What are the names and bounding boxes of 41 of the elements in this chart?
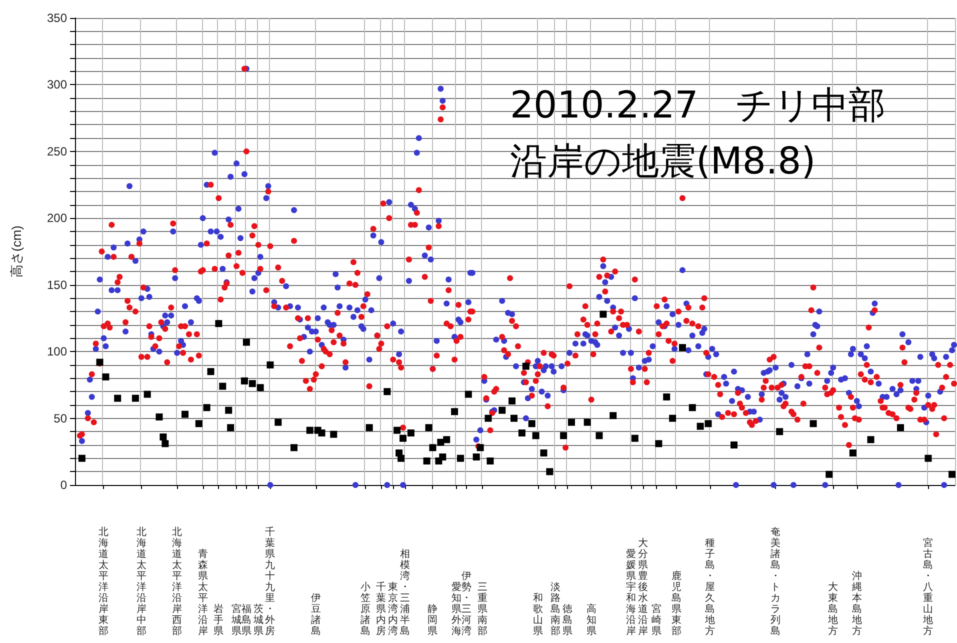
y-axis-title: 高さ(cm) xyxy=(9,226,24,278)
x-tick-label: 高知県 xyxy=(586,603,596,637)
y-tick-label: 350 xyxy=(46,11,68,25)
x-tick-label: 伊豆諸島 xyxy=(310,593,321,637)
x-tick-label: 茨城県 xyxy=(252,603,264,637)
y-tick-label: 100 xyxy=(46,344,68,359)
x-tick-label: 伊勢・三河湾 xyxy=(461,571,472,637)
y-tick-label: 150 xyxy=(46,278,68,292)
x-tick-label: 沖縄本島地方 xyxy=(850,570,862,637)
x-tick-label: 岩手県 xyxy=(214,603,224,637)
x-tick-label: 三重県南部 xyxy=(477,582,488,637)
x-tick-label: 千葉県内房 xyxy=(376,581,386,637)
x-tick-label: 大東島地方 xyxy=(827,581,838,637)
category-label: 奄美諸島・トカラ列島 xyxy=(770,527,781,637)
x-tick-label: 和歌山県 xyxy=(532,592,543,637)
category-label: 千葉県九十九里・外房 xyxy=(265,527,276,637)
x-tick-label: 青森県太平洋沿岸 xyxy=(198,548,208,637)
x-tick-label: 宮崎県 xyxy=(652,603,662,637)
category-label: 種子島・屋久島地方 xyxy=(705,538,716,637)
y-tick-label: 250 xyxy=(46,144,68,158)
x-tick-label: 東京湾内湾 xyxy=(388,581,398,637)
x-tick-label: 徳島県 xyxy=(562,604,573,637)
y-tick-label: 50 xyxy=(54,411,68,426)
y-tick-label: 300 xyxy=(46,78,68,92)
x-tick-label: 淡路島南部 xyxy=(550,581,561,637)
x-tick-label: 小笠原諸島 xyxy=(360,581,370,637)
category-label: 北海道太平洋沿岸中部 xyxy=(136,527,146,637)
x-tick-label: 愛媛県宇和海沿岸 xyxy=(626,548,636,637)
y-tick-label: 0 xyxy=(60,478,68,492)
x-tick-label: 福島県 xyxy=(241,603,252,637)
x-tick-label: 鹿児島県東部 xyxy=(672,570,682,637)
y-tick-label: 200 xyxy=(46,211,68,226)
category-label: 宮古島・八重山地方 xyxy=(923,538,934,637)
category-label: 大分県豊後水道沿岸 xyxy=(638,538,648,637)
text: 2010.2.27 チリ中部沿岸の地震(M8.8) xyxy=(510,84,886,182)
x-tick-label: 宮城県 xyxy=(230,603,242,637)
x-tick-label: 相模湾・三浦半島 xyxy=(400,548,410,637)
x-tick-label: 静岡県 xyxy=(428,603,438,637)
category-label: 北海道太平洋沿岸東部 xyxy=(98,527,109,637)
category-label: 北海道太平洋沿岸西部 xyxy=(172,527,182,637)
x-tick-label: 愛知県外海 xyxy=(452,581,462,637)
